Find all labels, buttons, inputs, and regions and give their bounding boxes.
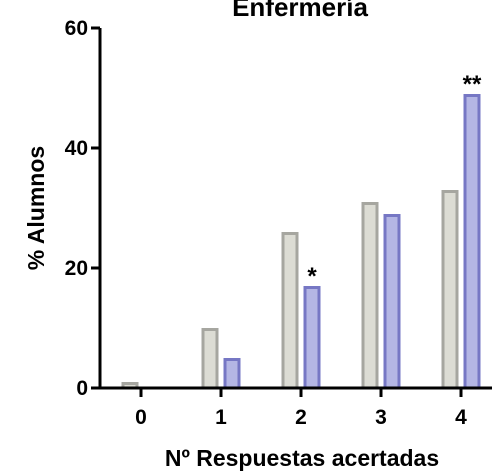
bar-series1-3 <box>361 202 379 390</box>
x-tick-label: 0 <box>135 406 147 429</box>
chart-title: Enfermería <box>232 0 368 22</box>
bar-series1-4 <box>441 190 459 390</box>
x-tick-label: 3 <box>375 406 387 429</box>
y-axis-label: % Alumnos <box>23 146 49 270</box>
plot-area <box>121 94 481 390</box>
bar-series2-4 <box>463 94 481 390</box>
significance-marker: ** <box>463 71 482 98</box>
significance-marker: * <box>307 263 317 290</box>
x-axis-label: Nº Respuestas acertadas <box>165 445 439 471</box>
y-tick-label: 60 <box>65 17 88 40</box>
bar-series1-1 <box>201 328 219 390</box>
x-tick-label: 1 <box>215 406 227 429</box>
bar-series2-3 <box>383 214 401 390</box>
x-axis-ticks: 0 1 2 3 4 <box>135 388 467 429</box>
x-tick-label: 4 <box>455 406 467 429</box>
y-tick-label: 40 <box>65 137 88 160</box>
significance-annotations: *** <box>307 71 482 290</box>
bar-series2-1 <box>223 358 241 390</box>
bar-series2-2 <box>303 286 321 390</box>
y-axis-ticks: 0 20 40 60 <box>65 17 100 400</box>
y-tick-label: 20 <box>65 257 88 280</box>
x-tick-label: 2 <box>295 406 307 429</box>
y-tick-label: 0 <box>76 377 88 400</box>
bar-series1-2 <box>281 232 299 390</box>
